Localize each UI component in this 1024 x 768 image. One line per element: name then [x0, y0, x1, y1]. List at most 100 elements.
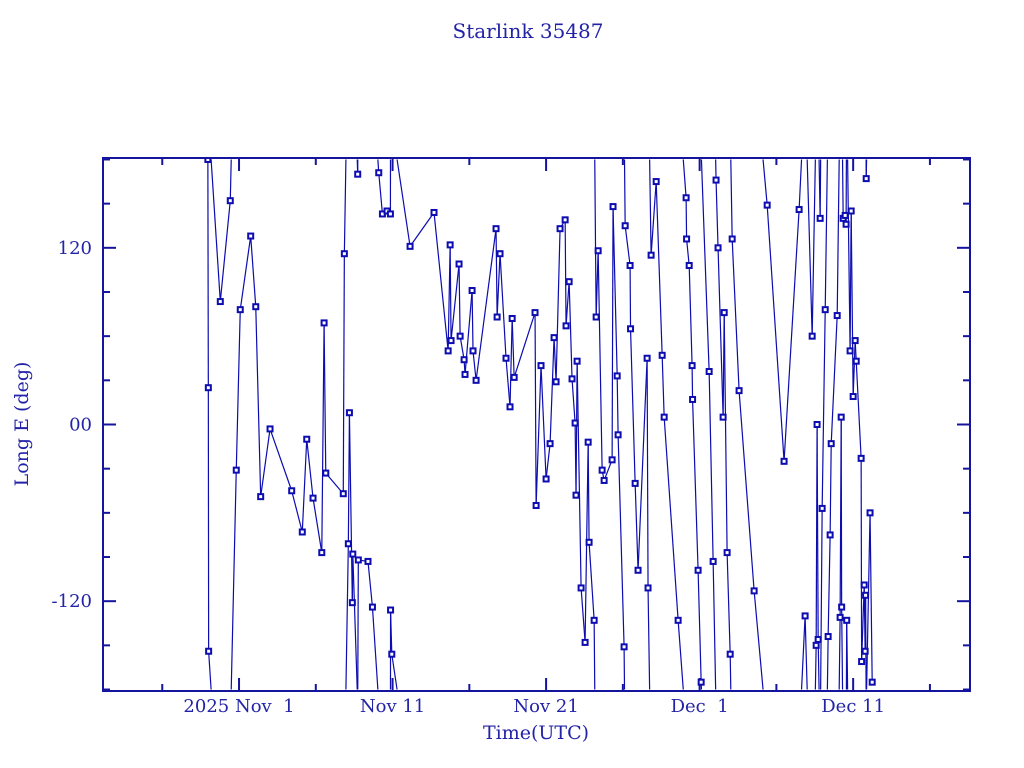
- data-point-marker: [694, 566, 702, 574]
- data-point-marker: [838, 603, 846, 611]
- x-tick-label: Nov 21: [513, 696, 578, 717]
- data-point-marker: [705, 367, 713, 375]
- data-point-marker: [837, 413, 845, 421]
- data-point-marker: [309, 494, 317, 502]
- data-point-marker: [594, 247, 602, 255]
- plot-frame: [102, 157, 971, 692]
- data-point-marker: [821, 306, 829, 314]
- chart-title: Starlink 35487: [453, 19, 604, 43]
- data-point-marker: [577, 584, 585, 592]
- data-point-marker: [542, 475, 550, 483]
- data-point-marker: [430, 208, 438, 216]
- data-point-marker: [643, 354, 651, 362]
- data-point-marker: [627, 325, 635, 333]
- data-point-marker: [344, 540, 352, 548]
- data-point-marker: [674, 616, 682, 624]
- data-point-marker: [320, 319, 328, 327]
- data-point-marker: [861, 647, 869, 655]
- data-point-marker: [868, 678, 876, 686]
- data-point-marker: [851, 337, 859, 345]
- x-tick-label: Dec 1: [671, 696, 729, 717]
- data-point-marker: [496, 250, 504, 258]
- data-point-marker: [585, 538, 593, 546]
- data-point-marker: [364, 557, 372, 565]
- data-point-marker: [658, 351, 666, 359]
- data-point-marker: [709, 557, 717, 565]
- data-series: [204, 158, 876, 690]
- data-point-marker: [447, 337, 455, 345]
- data-point-marker: [634, 566, 642, 574]
- data-point-marker: [836, 613, 844, 621]
- data-point-marker: [584, 438, 592, 446]
- data-point-marker: [205, 647, 213, 655]
- data-point-marker: [546, 440, 554, 448]
- data-point-marker: [298, 528, 306, 536]
- data-point-marker: [472, 376, 480, 384]
- data-point-marker: [345, 409, 353, 417]
- data-point-marker: [808, 332, 816, 340]
- data-point-marker: [847, 207, 855, 215]
- data-point-marker: [266, 425, 274, 433]
- data-point-marker: [598, 466, 606, 474]
- data-point-marker: [252, 303, 260, 311]
- data-point-marker: [862, 591, 870, 599]
- data-point-marker: [631, 479, 639, 487]
- y-tick-label: 120: [58, 238, 92, 259]
- data-point-marker: [492, 225, 500, 233]
- data-point-marker: [689, 395, 697, 403]
- data-point-marker: [841, 211, 849, 219]
- data-point-marker: [216, 298, 224, 306]
- data-point-marker: [348, 599, 356, 607]
- y-axis-title: Long E (deg): [11, 362, 33, 487]
- data-point-marker: [719, 413, 727, 421]
- data-point-marker: [626, 261, 634, 269]
- data-point-marker: [697, 678, 705, 686]
- data-point-marker: [795, 206, 803, 214]
- data-point-marker: [826, 531, 834, 539]
- data-point-marker: [685, 261, 693, 269]
- x-axis-title: Time(UTC): [483, 722, 589, 744]
- data-point-marker: [552, 378, 560, 386]
- data-point-marker: [600, 476, 608, 484]
- data-point-marker: [502, 354, 510, 362]
- data-point-marker: [866, 509, 874, 517]
- data-point-marker: [644, 584, 652, 592]
- y-tick-label: -120: [52, 591, 92, 612]
- data-point-marker: [842, 220, 850, 228]
- data-point-marker: [349, 550, 357, 558]
- data-point-marker: [726, 650, 734, 658]
- data-point-marker: [354, 170, 362, 178]
- data-point-marker: [339, 490, 347, 498]
- data-point-marker: [660, 413, 668, 421]
- data-point-marker: [728, 235, 736, 243]
- data-point-marker: [493, 313, 501, 321]
- data-point-marker: [455, 260, 463, 268]
- data-point-marker: [573, 357, 581, 365]
- data-point-marker: [368, 603, 376, 611]
- data-point-marker: [860, 581, 868, 589]
- axis-ticks: [103, 158, 970, 691]
- data-point-marker: [354, 556, 362, 564]
- data-point-marker: [456, 332, 464, 340]
- data-point-marker: [712, 176, 720, 184]
- data-point-marker: [444, 347, 452, 355]
- data-point-marker: [852, 357, 860, 365]
- y-tick-label: 00: [69, 415, 92, 436]
- data-point-marker: [621, 222, 629, 230]
- data-point-marker: [780, 457, 788, 465]
- data-point-marker: [735, 387, 743, 395]
- x-tick-label: Dec 11: [821, 696, 885, 717]
- data-point-marker: [714, 244, 722, 252]
- data-point-marker: [849, 393, 857, 401]
- data-point-marker: [561, 216, 569, 224]
- data-point-marker: [608, 456, 616, 464]
- data-point-marker: [508, 314, 516, 322]
- data-point-marker: [318, 549, 326, 557]
- data-point-marker: [386, 210, 394, 218]
- data-point-marker: [816, 214, 824, 222]
- data-point-marker: [568, 375, 576, 383]
- data-point-marker: [833, 312, 841, 320]
- data-point-marker: [460, 356, 468, 364]
- data-point-marker: [750, 587, 758, 595]
